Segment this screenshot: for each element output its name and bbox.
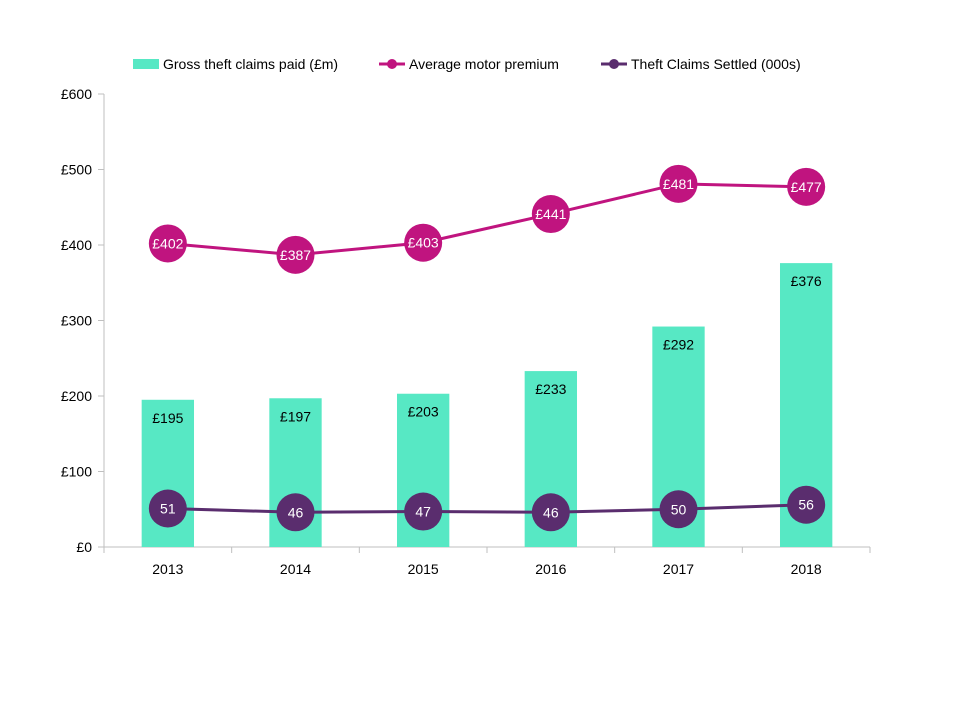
point-data-label: 47 xyxy=(415,504,431,520)
point-data-label: 46 xyxy=(288,504,304,520)
data-point xyxy=(659,164,698,203)
bar-data-label: £233 xyxy=(535,381,566,397)
legend-label: Theft Claims Settled (000s) xyxy=(631,56,801,72)
y-tick-label: £600 xyxy=(61,86,92,102)
legend-label: Average motor premium xyxy=(409,56,559,72)
bars: £195 £197 £203 £233 £292 £376 xyxy=(141,263,833,547)
data-point xyxy=(276,493,315,532)
bar-data-label: £376 xyxy=(791,273,822,289)
bar-data-label: £292 xyxy=(663,337,694,353)
point-data-label: £481 xyxy=(663,176,694,192)
data-point xyxy=(531,493,570,532)
bar-data-label: £203 xyxy=(408,404,439,420)
data-point xyxy=(404,492,443,531)
series-line xyxy=(167,503,807,514)
point-data-label: 46 xyxy=(543,504,559,520)
axes: £0 £100 £200 £300 £400 £500 £600 2013 2014 2015 20… xyxy=(61,86,871,577)
legend-marker xyxy=(387,59,397,69)
y-tick-label: £200 xyxy=(61,388,92,404)
y-tick-label: £500 xyxy=(61,162,92,178)
data-point xyxy=(787,485,826,524)
point-data-label: 50 xyxy=(671,501,687,517)
data-point xyxy=(276,235,315,274)
point-data-label: £477 xyxy=(791,179,822,195)
data-point xyxy=(404,223,443,262)
y-tick-label: £300 xyxy=(61,313,92,329)
legend-label: Gross theft claims paid (£m) xyxy=(163,56,338,72)
point-data-label: £403 xyxy=(408,235,439,251)
data-point xyxy=(148,489,187,528)
data-point xyxy=(659,490,698,529)
point-data-label: £387 xyxy=(280,247,311,263)
legend-swatch xyxy=(133,59,159,69)
x-tick-label: 2016 xyxy=(535,561,566,577)
point-data-label: £441 xyxy=(535,206,566,222)
data-point xyxy=(148,224,187,263)
x-tick-label: 2015 xyxy=(408,561,439,577)
x-tick-label: 2018 xyxy=(791,561,822,577)
data-point xyxy=(531,195,570,234)
bar-data-label: £197 xyxy=(280,408,311,424)
legend: Gross theft claims paid (£m) Average moto… xyxy=(133,56,801,72)
point-data-label: £402 xyxy=(152,235,183,251)
point-data-label: 56 xyxy=(798,497,814,513)
lines: £402 £387 £403 £441 £481 £477 51 46 47 46 50 56 xyxy=(148,164,826,532)
bar-data-label: £195 xyxy=(152,410,183,426)
legend-marker xyxy=(609,59,619,69)
y-tick-label: £0 xyxy=(76,539,92,555)
y-tick-label: £100 xyxy=(61,464,92,480)
x-tick-label: 2017 xyxy=(663,561,694,577)
point-data-label: 51 xyxy=(160,500,176,516)
series-line xyxy=(167,182,807,257)
y-tick-label: £400 xyxy=(61,237,92,253)
data-point xyxy=(787,167,826,206)
x-tick-label: 2014 xyxy=(280,561,311,577)
x-tick-label: 2013 xyxy=(152,561,183,577)
